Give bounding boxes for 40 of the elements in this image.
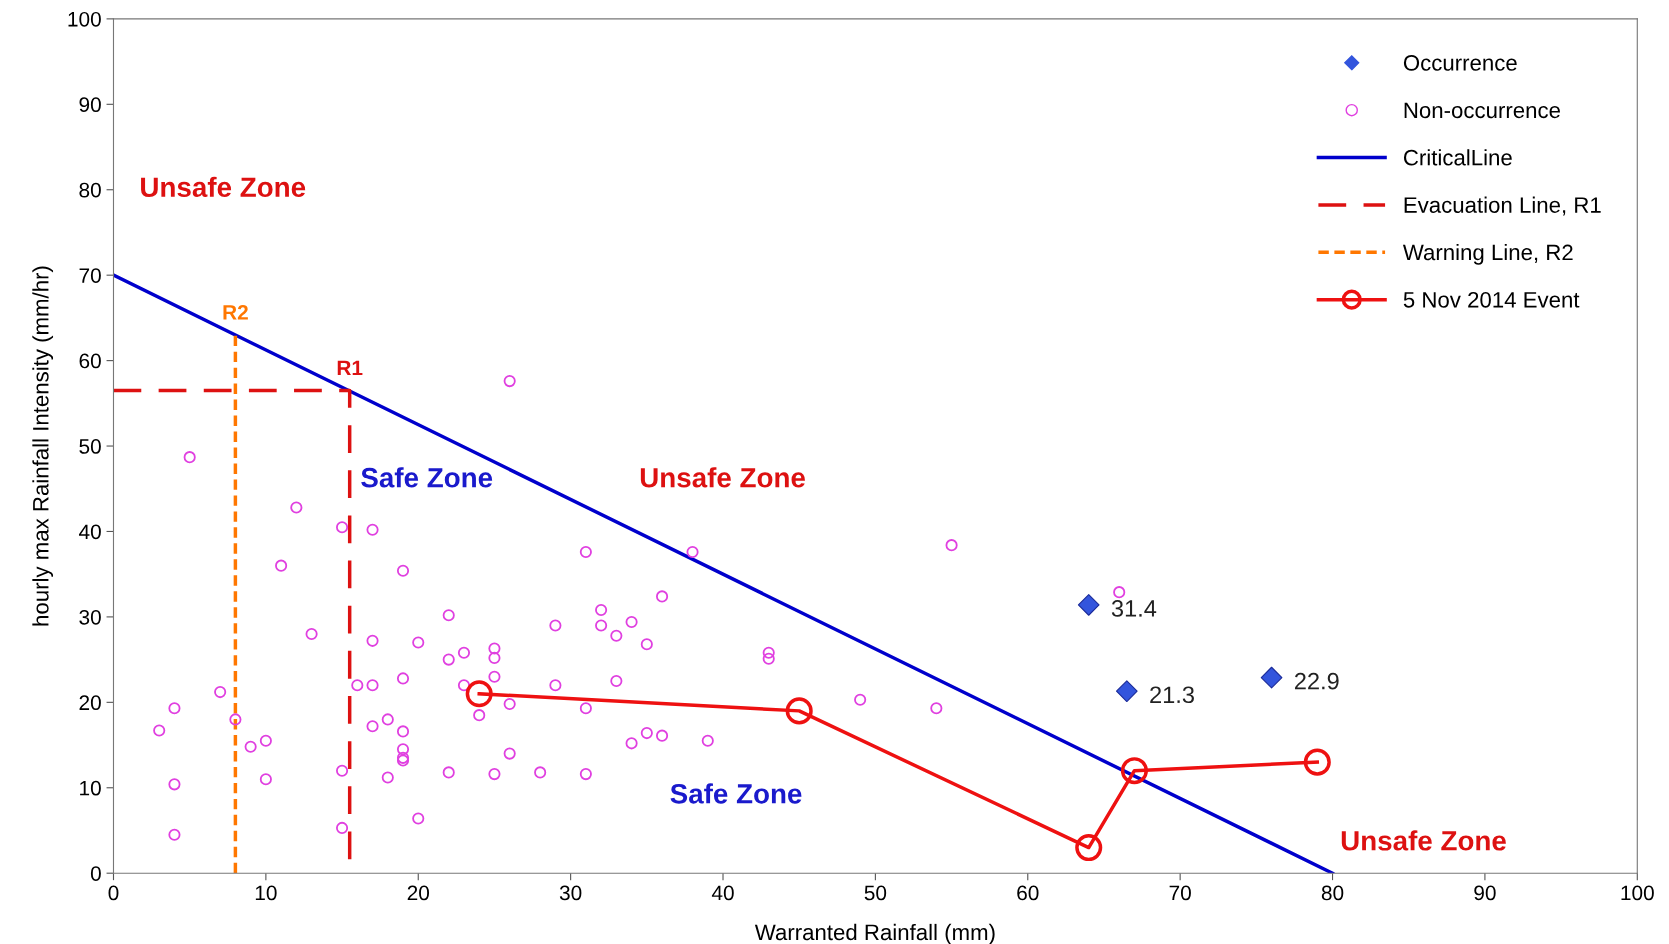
- legend-label: Occurrence: [1403, 55, 1517, 71]
- x-tick-label: 70: [1169, 885, 1191, 901]
- legend-label: Warning Line, R2: [1402, 243, 1573, 265]
- x-tick-label: 80: [1321, 885, 1344, 901]
- annotation: Safe Zone: [361, 467, 493, 488]
- annotation: Safe Zone: [670, 783, 802, 804]
- annotation: Unsafe Zone: [1341, 830, 1506, 851]
- legend-label: CriticalLine: [1403, 149, 1512, 166]
- x-tick-label: 50: [864, 885, 887, 901]
- y-tick-label: 30: [79, 609, 101, 625]
- y-axis-title: hourly max Rainfall Intensity (mm/hr): [32, 266, 54, 626]
- x-tick-label: 0: [108, 885, 119, 901]
- legend-label: Evacuation Line, R1: [1404, 196, 1601, 216]
- x-tick-label: 30: [559, 885, 582, 901]
- x-tick-label: 60: [1017, 885, 1039, 901]
- y-tick-label: 70: [79, 268, 101, 283]
- data-label: 21.3: [1150, 686, 1194, 704]
- x-tick-label: 40: [711, 885, 734, 901]
- y-tick-label: 20: [79, 695, 101, 711]
- data-label: 31.4: [1111, 600, 1157, 617]
- y-tick-label: 10: [80, 780, 101, 796]
- x-tick-label: 10: [255, 885, 277, 901]
- y-tick-label: 60: [79, 353, 101, 369]
- annotation: Unsafe Zone: [640, 467, 805, 488]
- legend-label: Non-occurrence: [1404, 102, 1560, 119]
- y-tick-label: 100: [68, 11, 101, 27]
- annotation: R2: [223, 305, 248, 320]
- x-tick-label: 20: [407, 885, 430, 901]
- y-tick-label: 0: [90, 866, 101, 881]
- data-label: 22.9: [1294, 672, 1339, 690]
- x-tick-label: 90: [1474, 885, 1496, 901]
- y-tick-label: 80: [79, 182, 101, 198]
- annotation: Unsafe Zone: [141, 176, 306, 198]
- y-tick-label: 40: [78, 524, 101, 540]
- legend-label: 5 Nov 2014 Event: [1403, 291, 1580, 308]
- annotation: R1: [337, 360, 363, 376]
- y-tick-label: 90: [79, 97, 101, 113]
- x-axis-title: Warranted Rainfall (mm): [754, 923, 995, 944]
- y-tick-label: 50: [79, 439, 101, 454]
- x-tick-label: 100: [1621, 885, 1654, 901]
